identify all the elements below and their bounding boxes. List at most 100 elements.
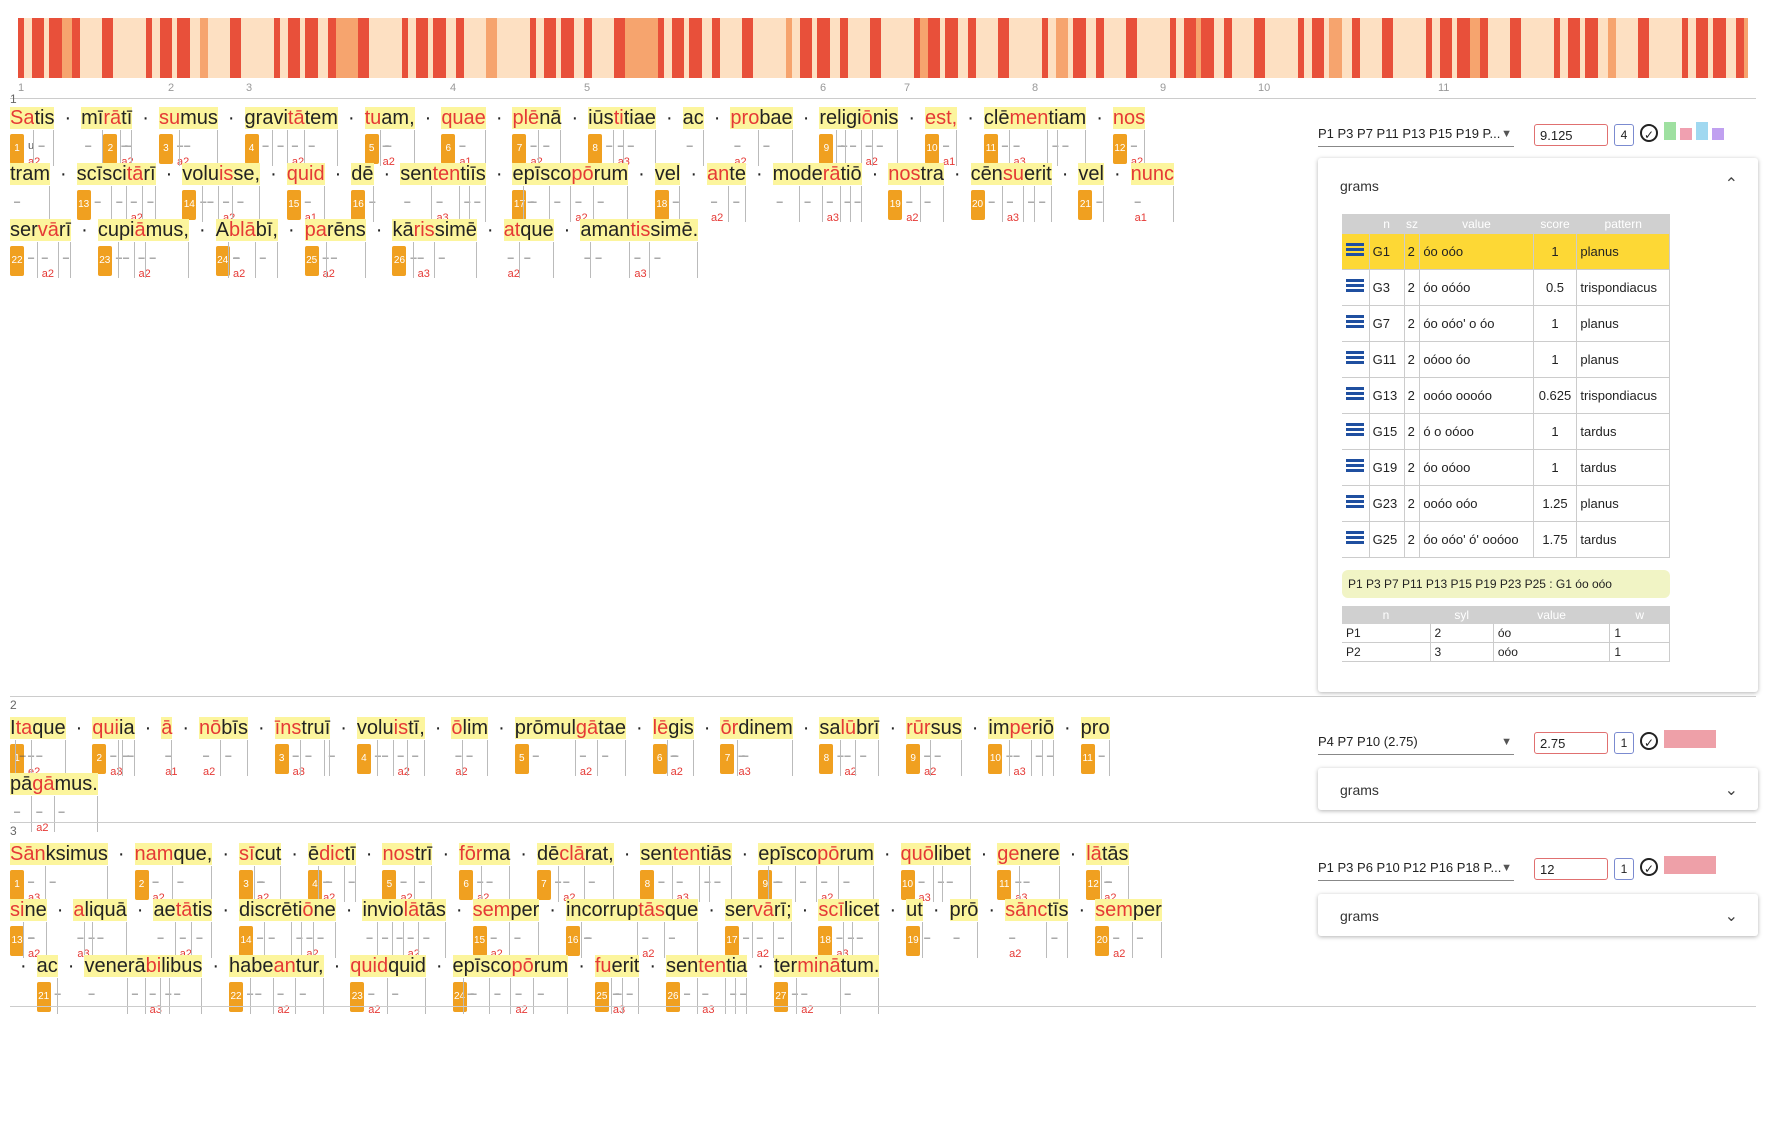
heatmap-stripe[interactable] [1068,18,1073,78]
table-row[interactable]: G11 2 oóoo óo 1 planus [1342,341,1670,378]
syllable[interactable]: tum. – [840,952,880,1014]
syllable[interactable]: am – [1058,104,1087,166]
syllable[interactable]: nos 19– a2 [888,160,921,224]
table-row[interactable]: G13 2 ooóo oooóo 0.625 trispondiacus [1342,377,1670,414]
syllable[interactable]: blā – a2 [229,216,256,280]
syllable[interactable]: lē 6– a2 [652,714,683,778]
syllable[interactable]: an – a2 [273,952,296,1016]
syllable[interactable]: clā – a2 [559,840,585,904]
syllable[interactable]: a – [123,714,135,776]
heatmap-stripe[interactable] [702,18,712,78]
heatmap-stripe[interactable] [870,18,881,78]
syllable[interactable]: ten – a3 [432,160,461,224]
heatmap-stripe[interactable] [786,18,792,78]
syllable[interactable]: li – [933,840,944,902]
row-action-cell[interactable] [1342,234,1370,270]
column-header[interactable]: n [1342,606,1431,624]
syllable[interactable]: ti – [460,160,470,222]
heatmap-stripe[interactable] [840,18,848,78]
syllable[interactable]: rī; – [773,896,792,958]
syllable[interactable]: tu 5– a2 [364,104,395,168]
heatmap-stripe[interactable] [44,18,49,78]
heatmap-stripe[interactable] [1560,18,1568,78]
list-icon[interactable] [1346,531,1365,545]
syllable[interactable]: im 10– [988,714,1013,776]
heatmap-stripe[interactable] [1232,18,1254,78]
row-action-cell[interactable] [1342,305,1370,342]
heatmap-stripe[interactable] [80,18,102,78]
syllable[interactable]: Sa 1 u a2 [10,104,40,168]
heatmap-stripe[interactable] [1488,18,1510,78]
heatmap-stripe[interactable] [848,18,870,78]
syllable[interactable]: brī – [856,714,880,776]
score-input[interactable]: 9.125 [1534,124,1608,146]
heatmap-stripe[interactable] [1393,18,1426,78]
syllable[interactable]: nunc – a1 [1130,160,1175,224]
syllable[interactable]: tra – [920,160,944,222]
heatmap-stripe[interactable] [146,18,152,78]
syllable[interactable]: be – [251,952,274,1014]
column-header[interactable]: sz [1404,214,1420,234]
syllable[interactable]: simē – [434,216,477,278]
syllable[interactable]: pa 25– a2 [304,216,335,280]
heatmap-stripe[interactable] [1056,18,1068,78]
syllable[interactable]: mī – [81,104,104,166]
syllable[interactable]: ma – [482,840,511,902]
syllable[interactable]: pō – a2 [571,160,594,224]
syllable[interactable]: ti – a3 [613,104,630,168]
heatmap-stripe[interactable] [1360,18,1382,78]
chevron-down-icon[interactable]: ▼ [1501,128,1512,140]
syllable[interactable]: in – [362,896,379,958]
syllable[interactable]: vel 18– [654,160,681,222]
syllable[interactable]: gi – [846,104,862,166]
syllable[interactable]: nere – [1019,840,1060,902]
syllable[interactable]: ae – [153,896,176,958]
heatmap-stripe[interactable] [177,18,190,78]
syllable[interactable]: bet – [942,840,971,902]
syllable[interactable]: cut – [254,840,282,902]
syllable[interactable]: que – [32,714,66,776]
heatmap-strip[interactable]: 1 2 3 4 5 6 7 8 9 10 11 [18,18,1748,94]
score-input[interactable]: 2.75 [1534,732,1608,754]
heatmap-stripe[interactable] [62,18,72,78]
row-action-cell[interactable] [1342,485,1370,522]
heatmap-stripe[interactable] [1580,18,1585,78]
table-row[interactable]: G23 2 ooóo oóo 1.25 planus [1342,485,1670,522]
heatmap-stripe[interactable] [1086,18,1096,78]
syllable[interactable]: ā – a2 [134,216,151,280]
syllable[interactable]: trī – [414,840,433,902]
grams-panel[interactable]: grams ⌄ [1318,768,1758,810]
heatmap-stripe[interactable] [1126,18,1137,78]
syllable[interactable]: bi – a3 [145,952,162,1016]
heatmap-stripe[interactable] [102,18,113,78]
heatmap-stripe[interactable] [428,18,433,78]
syllable[interactable]: rūr 9– a2 [906,714,936,778]
heatmap-stripe[interactable] [684,18,689,78]
heatmap-stripe[interactable] [433,18,446,78]
syllable[interactable]: A 24– [215,216,240,278]
heatmap-stripe[interactable] [1480,18,1488,78]
syllable[interactable]: cet – [852,896,880,958]
syllable[interactable]: kā 26– [392,216,417,278]
heatmap-stripe[interactable] [1096,18,1104,78]
syllable[interactable]: mus – [180,104,218,166]
syllable[interactable]: rum – [839,840,874,902]
grams-panel[interactable]: grams ⌃ n sz value score pattern G1 2 óo oóo 1 plan… [1318,158,1758,692]
heatmap-stripe[interactable] [408,18,416,78]
column-header[interactable]: score [1533,214,1577,234]
heatmap-stripe[interactable] [456,18,464,78]
heatmap-stripe[interactable] [1265,18,1298,78]
heatmap-stripe[interactable] [592,18,614,78]
syllable[interactable]: pro 11– [1080,714,1110,776]
heatmap-stripe[interactable] [358,18,369,78]
syllable[interactable]: corrup – [581,896,639,958]
syllable[interactable]: quā – [93,896,127,958]
pattern-select[interactable]: P1 P3 P6 P10 P12 P16 P18 P... ▼ [1318,856,1514,881]
syllable[interactable]: dē 16– [351,160,375,222]
row-action-cell[interactable] [1342,413,1370,450]
heatmap-stripe[interactable] [1736,18,1744,78]
syllable[interactable]: nos 12– a2 [1112,104,1146,168]
heatmap-stripe[interactable] [945,18,958,78]
syllable[interactable]: lā 12– a2 [1086,840,1116,904]
syllable[interactable]: quid 23– a2 [350,952,389,1016]
